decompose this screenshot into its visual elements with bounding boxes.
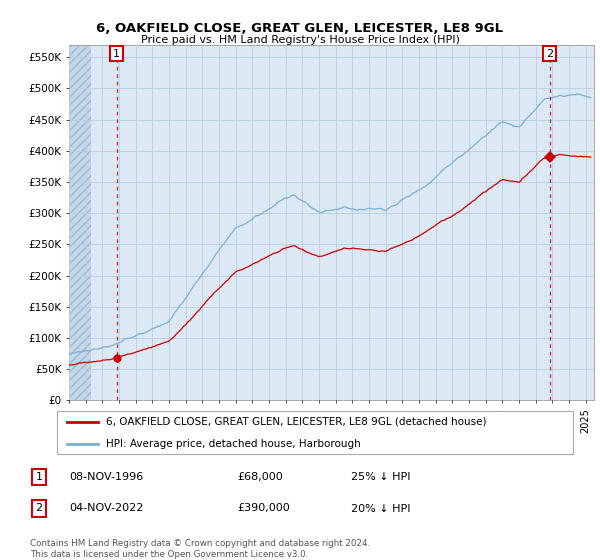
Text: Price paid vs. HM Land Registry's House Price Index (HPI): Price paid vs. HM Land Registry's House …: [140, 35, 460, 45]
Text: 6, OAKFIELD CLOSE, GREAT GLEN, LEICESTER, LE8 9GL (detached house): 6, OAKFIELD CLOSE, GREAT GLEN, LEICESTER…: [106, 417, 487, 427]
Bar: [69, 45, 91, 400]
Text: Contains HM Land Registry data © Crown copyright and database right 2024.
This d: Contains HM Land Registry data © Crown c…: [30, 539, 370, 559]
Text: 2: 2: [546, 49, 553, 59]
Text: 6, OAKFIELD CLOSE, GREAT GLEN, LEICESTER, LE8 9GL: 6, OAKFIELD CLOSE, GREAT GLEN, LEICESTER…: [97, 22, 503, 35]
Text: 08-NOV-1996: 08-NOV-1996: [69, 472, 143, 482]
Text: 2: 2: [35, 503, 43, 514]
Text: HPI: Average price, detached house, Harborough: HPI: Average price, detached house, Harb…: [106, 438, 361, 449]
Text: £68,000: £68,000: [237, 472, 283, 482]
FancyBboxPatch shape: [56, 410, 574, 455]
Text: £390,000: £390,000: [237, 503, 290, 514]
Text: 1: 1: [113, 49, 120, 59]
Text: 20% ↓ HPI: 20% ↓ HPI: [351, 503, 410, 514]
Text: 1: 1: [35, 472, 43, 482]
Bar: [69, 45, 91, 400]
Text: 04-NOV-2022: 04-NOV-2022: [69, 503, 143, 514]
Text: 25% ↓ HPI: 25% ↓ HPI: [351, 472, 410, 482]
